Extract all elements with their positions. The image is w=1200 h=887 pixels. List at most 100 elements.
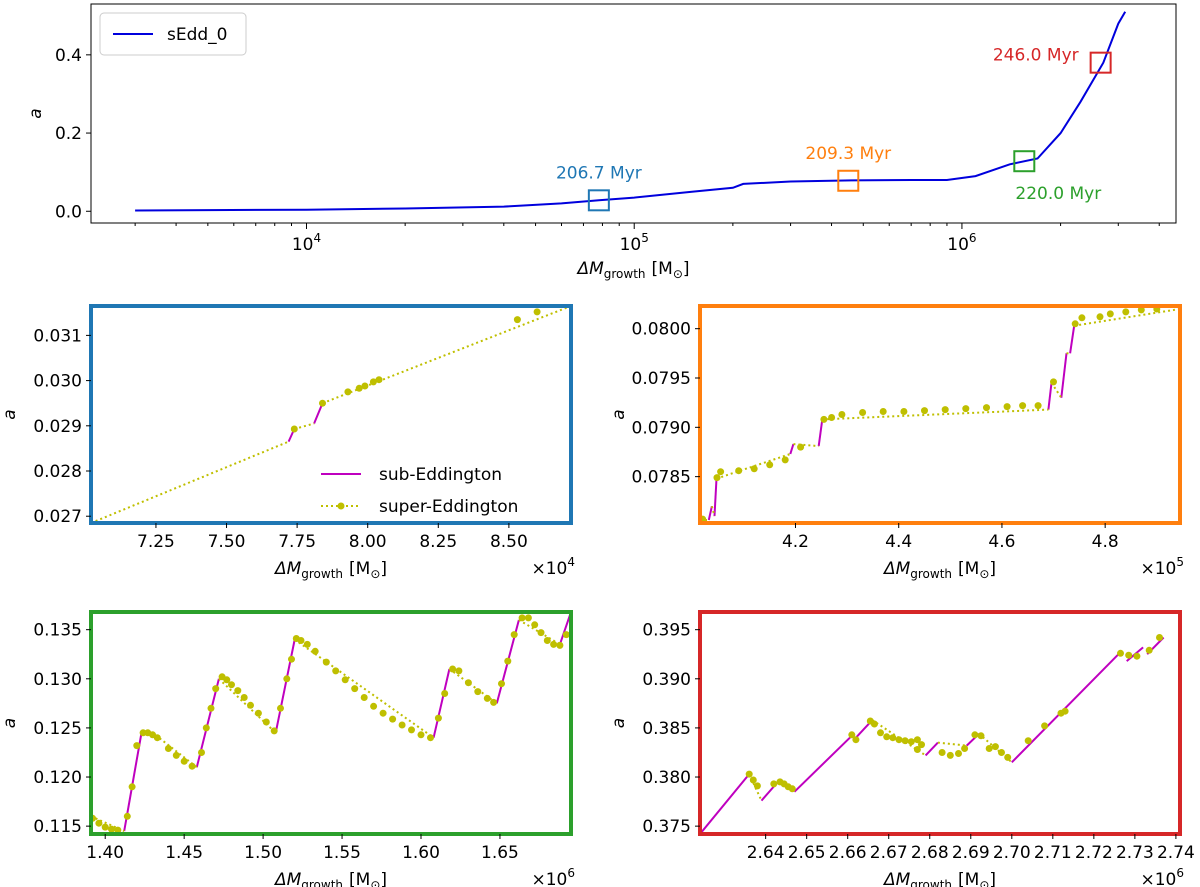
super-eddington-marker — [745, 770, 753, 778]
x-axis-label-part: ⊙ — [370, 878, 380, 887]
super-eddington-marker — [820, 415, 828, 423]
super-eddington-marker — [370, 702, 378, 710]
y-tick-label: 0.385 — [642, 719, 691, 739]
super-eddington-marker — [375, 376, 383, 384]
super-eddington-marker — [180, 757, 188, 765]
super-eddington-marker — [341, 676, 349, 684]
super-eddington-marker — [859, 409, 867, 416]
legend-swatch-marker — [337, 502, 345, 510]
super-eddington-marker — [838, 411, 846, 418]
zoom-box-label: 209.3 Myr — [805, 144, 891, 164]
plot-area — [700, 306, 1180, 523]
zoom-box-label: 220.0 Myr — [1015, 184, 1101, 204]
super-eddington-marker — [254, 709, 262, 717]
super-eddington-marker — [1034, 402, 1042, 410]
x-axis-label-part: ΔM — [882, 559, 911, 579]
main-panel: 206.7 Myr 209.3 Myr 220.0 Myr 246.0 Myr 0.0 0… — [26, 3, 1177, 281]
x-tick-label: 106 — [947, 231, 976, 255]
super-eddington-marker — [913, 746, 921, 753]
super-eddington-segment — [937, 741, 967, 747]
x-tick-label: 8.00 — [349, 532, 387, 552]
y-tick-label: 0.031 — [33, 326, 82, 346]
x-tick-base: 10 — [292, 235, 314, 255]
x-tick-label: 1.65 — [481, 843, 519, 863]
super-eddington-marker — [543, 637, 551, 644]
y-tick-label: 0.130 — [33, 670, 82, 690]
super-eddington-marker — [449, 665, 457, 673]
x-axis-label-part: growth — [604, 267, 646, 281]
sub-eddington-segment — [707, 505, 713, 521]
super-eddington-marker — [427, 734, 434, 742]
x-axis-label-part: ΔM — [273, 559, 302, 579]
axes-frame — [89, 610, 573, 836]
super-eddington-marker — [319, 399, 326, 407]
y-tick-label: 0.115 — [33, 817, 82, 837]
super-eddington-marker — [921, 407, 928, 415]
x-tick-label: 2.68 — [911, 843, 949, 863]
x-tick-label: 2.73 — [1116, 843, 1154, 863]
super-eddington-marker — [797, 443, 805, 451]
super-eddington-marker — [1024, 737, 1032, 745]
x-tick-label: 2.70 — [993, 843, 1031, 863]
axes-frame — [698, 304, 1182, 525]
sub-eddington-segment — [1047, 382, 1053, 410]
x-offset-exp: 4 — [567, 555, 575, 569]
super-eddington-marker — [870, 720, 878, 728]
x-tick-label: 104 — [292, 231, 321, 255]
super-eddington-marker — [524, 614, 532, 622]
x-tick-label: 4.4 — [885, 532, 912, 552]
y-tick-label: 0.0795 — [632, 369, 691, 389]
sub-eddington-segment — [1069, 325, 1076, 354]
x-offset-base: ×10 — [1140, 870, 1176, 887]
y-tick-label: 0.380 — [642, 768, 691, 788]
super-eddington-marker — [228, 681, 235, 689]
x-tick-label: 8.25 — [419, 532, 457, 552]
x-tick-label: 7.75 — [278, 532, 316, 552]
super-eddington-marker — [114, 826, 122, 834]
x-axis-label-part: [M — [958, 870, 979, 887]
super-eddington-marker — [1137, 306, 1145, 314]
x-axis-label: ΔMgrowth [M⊙] — [882, 870, 996, 887]
super-eddington-marker — [483, 694, 491, 702]
x-tick-label: 1.60 — [402, 843, 440, 863]
super-eddington-marker — [223, 676, 231, 684]
sub-eddington-segment — [793, 735, 853, 793]
x-tick-exp: 4 — [313, 231, 321, 245]
y-tick-label: 0.4 — [55, 46, 82, 66]
plot-area — [700, 634, 1165, 834]
super-eddington-segment — [294, 422, 315, 430]
y-axis-label: a — [609, 409, 629, 419]
x-offset-text: ×106 — [1140, 866, 1184, 887]
super-eddington-marker — [247, 701, 254, 709]
super-eddington-segment — [294, 638, 435, 739]
super-eddington-marker — [498, 680, 505, 688]
super-eddington-marker — [283, 675, 291, 683]
super-eddington-marker — [781, 456, 789, 464]
super-eddington-marker — [962, 405, 970, 413]
y-tick-label: 0.027 — [33, 507, 82, 527]
x-axis-label: ΔMgrowth [M⊙] — [575, 259, 689, 281]
super-eddington-marker — [202, 724, 210, 732]
x-axis-label-part: ] — [989, 870, 996, 887]
x-axis-label-part: growth — [910, 567, 952, 581]
x-axis-label-part: [M — [958, 559, 979, 579]
zoom-box-marker — [587, 189, 610, 212]
x-tick-label: 4.2 — [782, 532, 809, 552]
x-tick-label: 2.64 — [747, 843, 785, 863]
super-eddington-marker — [290, 425, 298, 433]
super-eddington-marker — [770, 780, 778, 788]
y-tick-label: 0.030 — [33, 372, 82, 392]
x-tick-label: 4.8 — [1092, 532, 1119, 552]
super-eddington-marker — [513, 316, 521, 324]
x-tick-exp: 6 — [969, 231, 977, 245]
super-eddington-marker — [750, 465, 758, 473]
super-eddington-segment — [822, 408, 1049, 421]
super-eddington-marker — [531, 621, 539, 629]
super-eddington-marker — [1041, 722, 1049, 730]
super-eddington-marker — [297, 637, 305, 644]
x-axis-label: ΔMgrowth [M⊙] — [273, 559, 387, 581]
zoom-panel-green: 0.115 0.120 0.125 0.130 0.135 1.40 1.45 1.50 1.5… — [0, 610, 575, 887]
y-tick-label: 0.390 — [642, 670, 691, 690]
x-tick-label: 2.72 — [1075, 843, 1113, 863]
x-tick-label: 2.74 — [1157, 843, 1195, 863]
